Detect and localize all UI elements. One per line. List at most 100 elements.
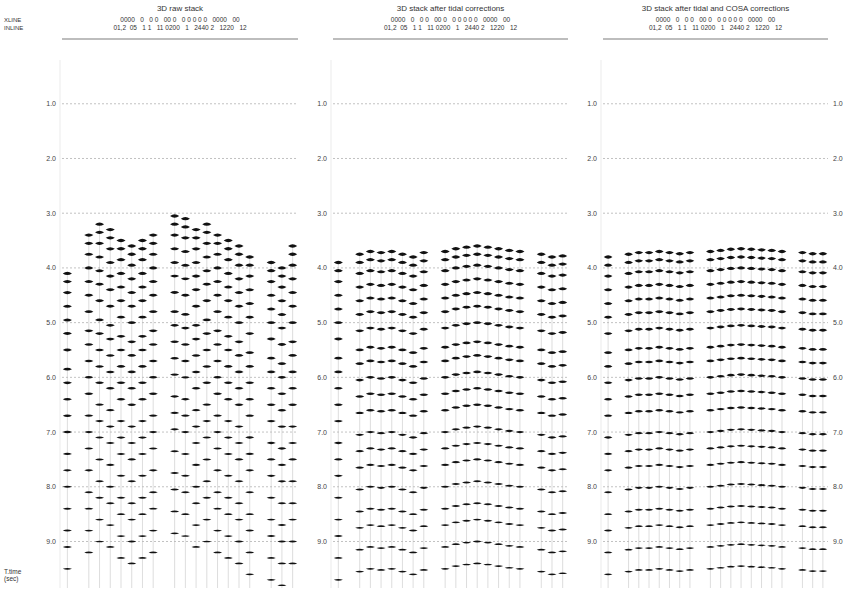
reflection [106, 247, 115, 250]
reflection [398, 510, 407, 512]
reflection [767, 391, 776, 394]
tick-label: 4.0 [587, 264, 597, 271]
reflection [819, 548, 828, 550]
reflection [409, 365, 418, 368]
reflection [747, 248, 756, 251]
reflection [398, 395, 407, 398]
reflection [377, 298, 386, 301]
reflection [84, 508, 93, 510]
reflection [716, 463, 725, 465]
reflection [267, 579, 276, 581]
grid-line [62, 322, 298, 323]
reflection [547, 275, 556, 278]
header-rule [603, 39, 828, 40]
reflection [267, 338, 276, 341]
reflection [149, 310, 158, 313]
reflection [267, 269, 276, 272]
reflection [665, 525, 674, 527]
reflection [213, 310, 222, 313]
reflection [798, 432, 807, 434]
reflection [747, 484, 756, 486]
reflection [267, 321, 276, 324]
reflection [558, 529, 567, 531]
reflection [106, 288, 115, 291]
reflection [747, 324, 756, 327]
reflection [747, 462, 756, 464]
reflection [665, 448, 674, 450]
reflection [634, 547, 643, 549]
reflection [655, 269, 664, 272]
reflection [808, 450, 817, 452]
reflection [181, 360, 190, 363]
trace [649, 253, 650, 588]
reflection [686, 251, 695, 254]
reflection [706, 486, 715, 488]
reflection [767, 567, 776, 569]
grid-line [62, 158, 298, 159]
reflection [106, 464, 115, 466]
reflection [63, 349, 72, 352]
reflection [192, 524, 201, 526]
reflection [505, 295, 514, 298]
reflection [138, 557, 147, 559]
grid-line [603, 267, 828, 268]
tick-label: 1.0 [833, 100, 843, 107]
reflection [655, 283, 664, 286]
reflection [726, 522, 735, 524]
reflection [547, 351, 556, 354]
reflection [737, 521, 746, 523]
reflection [149, 508, 158, 510]
reflection [808, 570, 817, 572]
trace [498, 249, 499, 588]
reflection [737, 343, 746, 346]
reflection [462, 481, 471, 483]
reflection [798, 394, 807, 397]
reflection [116, 513, 125, 515]
reflection [419, 251, 428, 254]
reflection [116, 239, 125, 242]
reflection [84, 360, 93, 363]
reflection [515, 486, 524, 488]
reflection [224, 420, 233, 422]
reflection [366, 360, 375, 363]
reflection [366, 346, 375, 349]
reflection [798, 328, 807, 331]
reflection [547, 552, 556, 554]
reflection [767, 268, 776, 271]
reflection [355, 395, 364, 398]
reflection [355, 412, 364, 414]
reflection [366, 409, 375, 411]
reflection [138, 316, 147, 319]
reflection [624, 313, 633, 316]
reflection [757, 309, 766, 312]
reflection [409, 491, 418, 493]
reflection [737, 255, 746, 258]
tick-label: 2.0 [833, 155, 843, 162]
reflection [84, 376, 93, 379]
reflection [149, 242, 158, 245]
reflection [277, 285, 286, 288]
reflection [819, 378, 828, 381]
reflection [645, 298, 654, 301]
reflection [106, 502, 115, 504]
reflection [277, 327, 286, 330]
reflection [181, 513, 190, 515]
reflection [288, 442, 297, 444]
reflection [808, 285, 817, 288]
reflection [558, 468, 567, 470]
reflection [149, 343, 158, 346]
reflection [366, 258, 375, 261]
reflection [138, 349, 147, 352]
trace [455, 249, 456, 588]
reflection [334, 307, 343, 310]
reflection [288, 458, 297, 460]
reflection [63, 431, 72, 433]
reflection [665, 270, 674, 273]
reflection [202, 231, 211, 234]
reflection [716, 257, 725, 260]
reflection [462, 278, 471, 281]
reflection [483, 388, 492, 391]
reflection [505, 282, 514, 285]
tick-label: 1.0 [587, 100, 597, 107]
reflection [355, 527, 364, 529]
